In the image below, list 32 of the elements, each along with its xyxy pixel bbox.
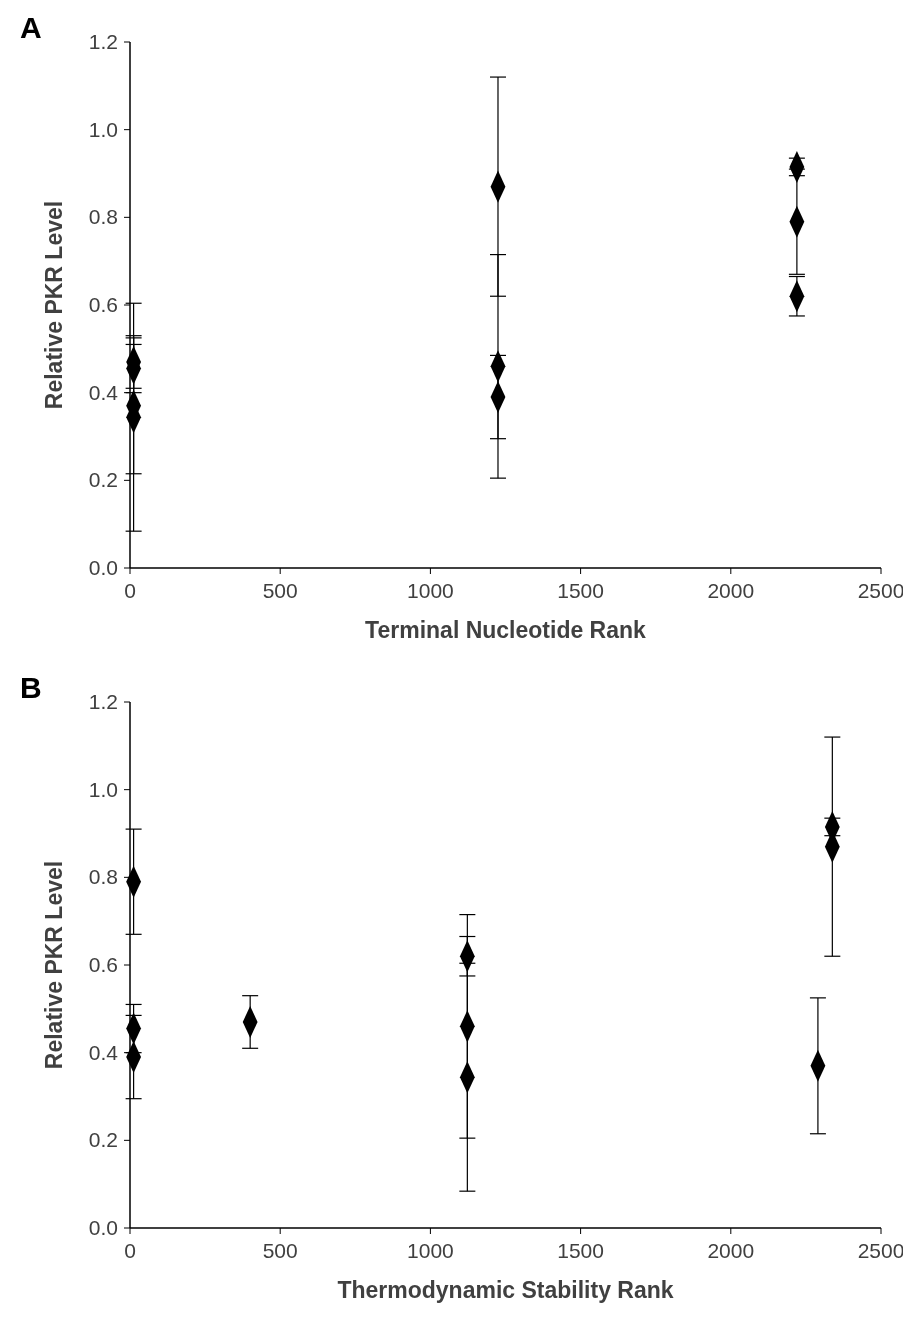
x-tick-label: 500 — [262, 1239, 298, 1262]
x-tick-label: 2000 — [707, 579, 755, 602]
y-tick-label: 0.0 — [88, 556, 118, 579]
x-axis-title: Thermodynamic Stability Rank — [337, 1277, 674, 1303]
x-tick-label: 2500 — [857, 579, 905, 602]
y-tick-label: 0.8 — [88, 205, 118, 229]
y-tick-label: 0.6 — [88, 293, 118, 316]
x-tick-label: 500 — [262, 579, 298, 602]
y-tick-label: 0.2 — [88, 1128, 118, 1152]
text: A — [20, 11, 42, 44]
x-axis-title: Terminal Nucleotide Rank — [365, 617, 647, 643]
y-tick-label: 0.4 — [88, 1040, 119, 1064]
x-tick-label: 1500 — [557, 1239, 604, 1262]
y-tick-label: 0.6 — [88, 953, 118, 976]
y-tick-label: 0.8 — [88, 865, 118, 889]
y-tick-label: 0.4 — [88, 380, 119, 404]
x-tick-label: 2000 — [707, 1239, 755, 1262]
x-tick-label: 0 — [124, 579, 136, 602]
y-tick-label: 1.2 — [88, 30, 118, 53]
y-tick-label: 1.0 — [88, 117, 118, 141]
x-tick-label: 1000 — [407, 579, 454, 602]
y-tick-label: 0.2 — [88, 468, 118, 492]
y-tick-label: 0.0 — [88, 1216, 118, 1239]
x-tick-label: 1000 — [407, 1239, 454, 1262]
y-axis-title: Relative PKR Level — [41, 860, 67, 1070]
x-tick-label: 2500 — [857, 1239, 905, 1262]
x-tick-label: 1500 — [557, 579, 604, 602]
y-tick-label: 1.0 — [88, 777, 118, 801]
x-tick-label: 0 — [124, 1239, 136, 1262]
text: B — [20, 671, 42, 704]
y-tick-label: 1.2 — [88, 690, 118, 713]
y-axis-title: Relative PKR Level — [41, 200, 67, 410]
